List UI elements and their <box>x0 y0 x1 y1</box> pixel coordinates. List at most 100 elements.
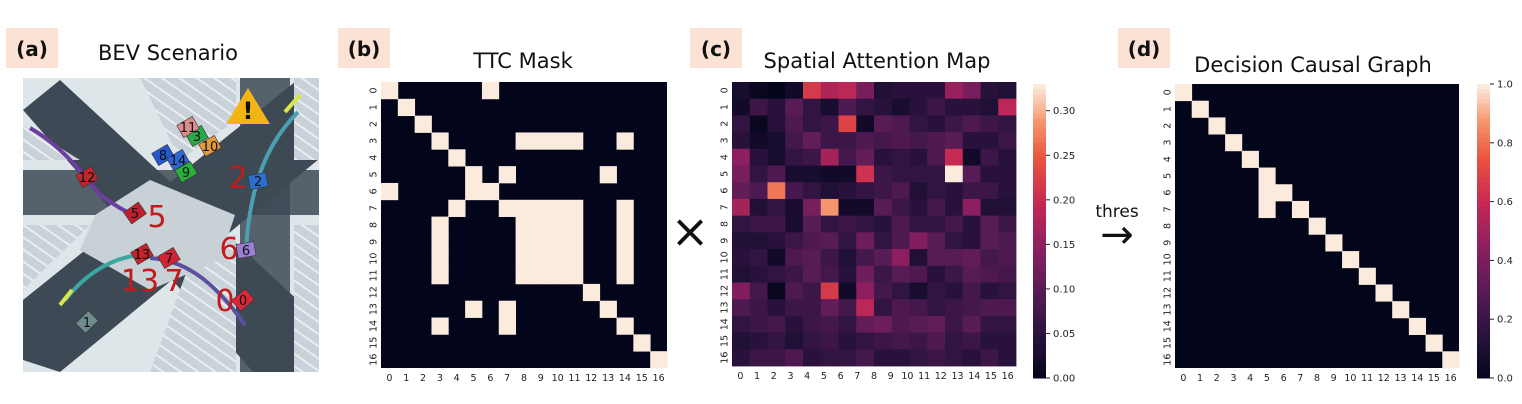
heatmap-cell <box>767 132 786 150</box>
y-tick-label: 8 <box>720 221 731 227</box>
heatmap-cell <box>891 82 910 100</box>
heatmap-cell <box>767 315 786 333</box>
y-tick-label: 15 <box>369 337 380 349</box>
heatmap-cell <box>874 182 893 200</box>
y-tick-label: 13 <box>720 301 731 313</box>
colorbar-segment <box>1033 314 1046 320</box>
heatmap-cell <box>838 98 857 116</box>
heatmap-cell <box>980 232 999 250</box>
heatmap-cell <box>927 198 946 217</box>
heatmap-cell <box>891 349 910 367</box>
x-tick-label: 1 <box>1197 373 1203 384</box>
y-tick-label: 16 <box>1163 354 1174 366</box>
x-tick-label: 11 <box>568 373 580 384</box>
heatmap-cell <box>803 315 822 333</box>
x-tick-label: 12 <box>935 371 947 382</box>
colorbar-segment <box>1033 216 1046 222</box>
y-tick-label: 2 <box>1163 123 1174 129</box>
y-tick-label: 9 <box>720 238 731 244</box>
heatmap-cell <box>1425 334 1443 352</box>
heatmap-cell <box>927 265 946 283</box>
heatmap-cell <box>927 98 946 116</box>
heatmap-cell <box>785 98 804 116</box>
vehicle-body <box>247 172 269 190</box>
colorbar-segment <box>1477 211 1490 217</box>
heatmap-cell <box>838 198 857 217</box>
heatmap-cell <box>856 98 875 116</box>
heatmap-cell <box>856 198 875 217</box>
y-tick-label: 11 <box>720 268 731 280</box>
colorbar-segment <box>1033 338 1046 345</box>
heatmap-cell <box>891 165 910 183</box>
heatmap-cell <box>481 82 500 100</box>
heatmap-cell <box>998 98 1017 116</box>
colorbar-segment <box>1477 98 1490 105</box>
heatmap-cell <box>732 232 751 250</box>
vehicle-body <box>75 310 99 334</box>
colorbar-segment <box>1033 172 1046 178</box>
heatmap-cell <box>785 315 804 333</box>
heatmap-cell <box>767 198 786 217</box>
heatmap-cell <box>1408 317 1426 335</box>
heatmap-cell <box>498 199 516 217</box>
heatmap-cell <box>431 216 449 234</box>
heatmap-cell <box>785 299 804 317</box>
heatmap-cell <box>448 149 466 167</box>
heatmap-cell <box>448 199 466 217</box>
heatmap-cell <box>767 98 786 116</box>
heatmap-cell <box>616 267 634 285</box>
heatmap-cell <box>998 182 1017 200</box>
colorbar-segment <box>1477 338 1490 345</box>
x-tick-label: 5 <box>471 373 477 384</box>
y-tick-label: 12 <box>720 285 731 297</box>
heatmap-cell <box>803 215 822 233</box>
heatmap-cell <box>820 349 839 367</box>
colorbar-segment <box>1033 284 1046 291</box>
heatmap-cell <box>599 300 617 318</box>
heatmap-cell <box>909 232 928 250</box>
heatmap-cell <box>732 148 751 166</box>
heatmap-cell <box>749 349 768 367</box>
colorbar-segment <box>1033 324 1046 330</box>
heatmap-cell <box>1258 200 1276 219</box>
heatmap-cell <box>732 165 751 183</box>
heatmap-cell <box>803 265 822 283</box>
heatmap-cell <box>803 182 822 200</box>
y-tick-label: 3 <box>369 138 380 144</box>
heatmap-cell <box>962 232 981 250</box>
heatmap-cell <box>874 349 893 367</box>
colorbar-segment <box>1477 186 1490 193</box>
heatmap-cell <box>1342 251 1360 269</box>
heatmap-cell <box>909 148 928 166</box>
colorbar-segment <box>1033 177 1046 183</box>
panel-c-tag: (c) <box>701 37 731 61</box>
heatmap-cell <box>1191 100 1209 118</box>
heatmap-cell <box>732 282 751 300</box>
heatmap-cell <box>767 82 786 100</box>
heatmap-cell <box>927 282 946 300</box>
heatmap-cell <box>566 199 584 217</box>
heatmap-cell <box>767 148 786 166</box>
heatmap-cell <box>856 82 875 100</box>
heatmap-cell <box>909 265 928 283</box>
heatmap-cell <box>874 215 893 233</box>
colorbar-segment <box>1477 201 1490 207</box>
panel-c-tag-bg <box>690 28 742 68</box>
heatmap-cell <box>820 215 839 233</box>
heatmap-cell <box>381 82 399 100</box>
heatmap-cell <box>945 249 964 267</box>
heatmap-cell <box>909 249 928 267</box>
heatmap-cell <box>566 267 584 285</box>
trajectory-12 <box>29 126 136 217</box>
heatmap-cell <box>749 315 768 333</box>
heatmap-cell <box>616 233 634 251</box>
heatmap-cell <box>732 265 751 283</box>
heatmap-cell <box>998 132 1017 150</box>
y-tick-label: 6 <box>1163 190 1174 196</box>
heatmap-cell <box>838 82 857 100</box>
heatmap-cell <box>998 349 1017 367</box>
colorbar-segment <box>1033 123 1046 129</box>
heatmap-cell <box>1358 267 1376 285</box>
heatmap-cell <box>980 98 999 116</box>
